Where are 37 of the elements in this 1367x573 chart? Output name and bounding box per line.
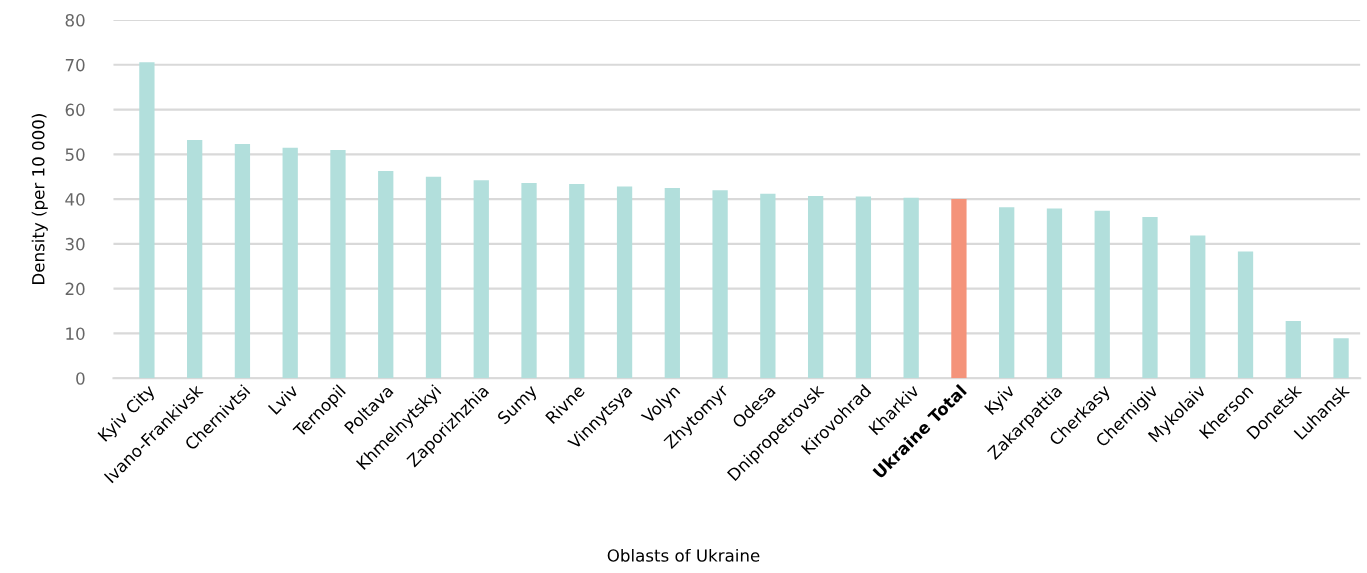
bar [712, 190, 728, 379]
bar [855, 196, 872, 379]
y-tick-label: 10 [66, 327, 85, 340]
y-tick-label: 40 [65, 193, 85, 206]
y-axis-title: Density (per 10 000) [31, 114, 48, 284]
bar [951, 199, 967, 379]
bar [187, 140, 203, 379]
y-tick-label: 70 [65, 58, 85, 72]
bar [807, 195, 824, 379]
bar [616, 186, 633, 379]
y-tick-label: 50 [65, 148, 85, 161]
bar [999, 207, 1015, 379]
bar [473, 180, 489, 379]
y-tick-label: 20 [65, 282, 85, 296]
bar [903, 197, 919, 379]
bar [1333, 338, 1349, 379]
bar [1190, 235, 1206, 379]
y-tick-label: 60 [65, 103, 85, 117]
bar [1142, 217, 1158, 379]
bar [569, 183, 585, 379]
bar [282, 147, 298, 379]
bar [1285, 320, 1301, 379]
bar [664, 187, 680, 379]
bar [1046, 208, 1063, 379]
y-tick-label: 0 [76, 372, 85, 385]
bar [1094, 210, 1110, 379]
x-axis-title: Oblasts of Ukraine [607, 548, 760, 562]
bar [425, 176, 442, 379]
bar [521, 183, 537, 379]
y-tick-label: 30 [65, 237, 85, 251]
bar [234, 144, 251, 379]
y-tick-label: 80 [65, 14, 85, 27]
bar [1237, 251, 1254, 379]
bar [760, 193, 776, 379]
bar [139, 62, 155, 379]
bar [330, 149, 346, 379]
bar [378, 170, 394, 379]
